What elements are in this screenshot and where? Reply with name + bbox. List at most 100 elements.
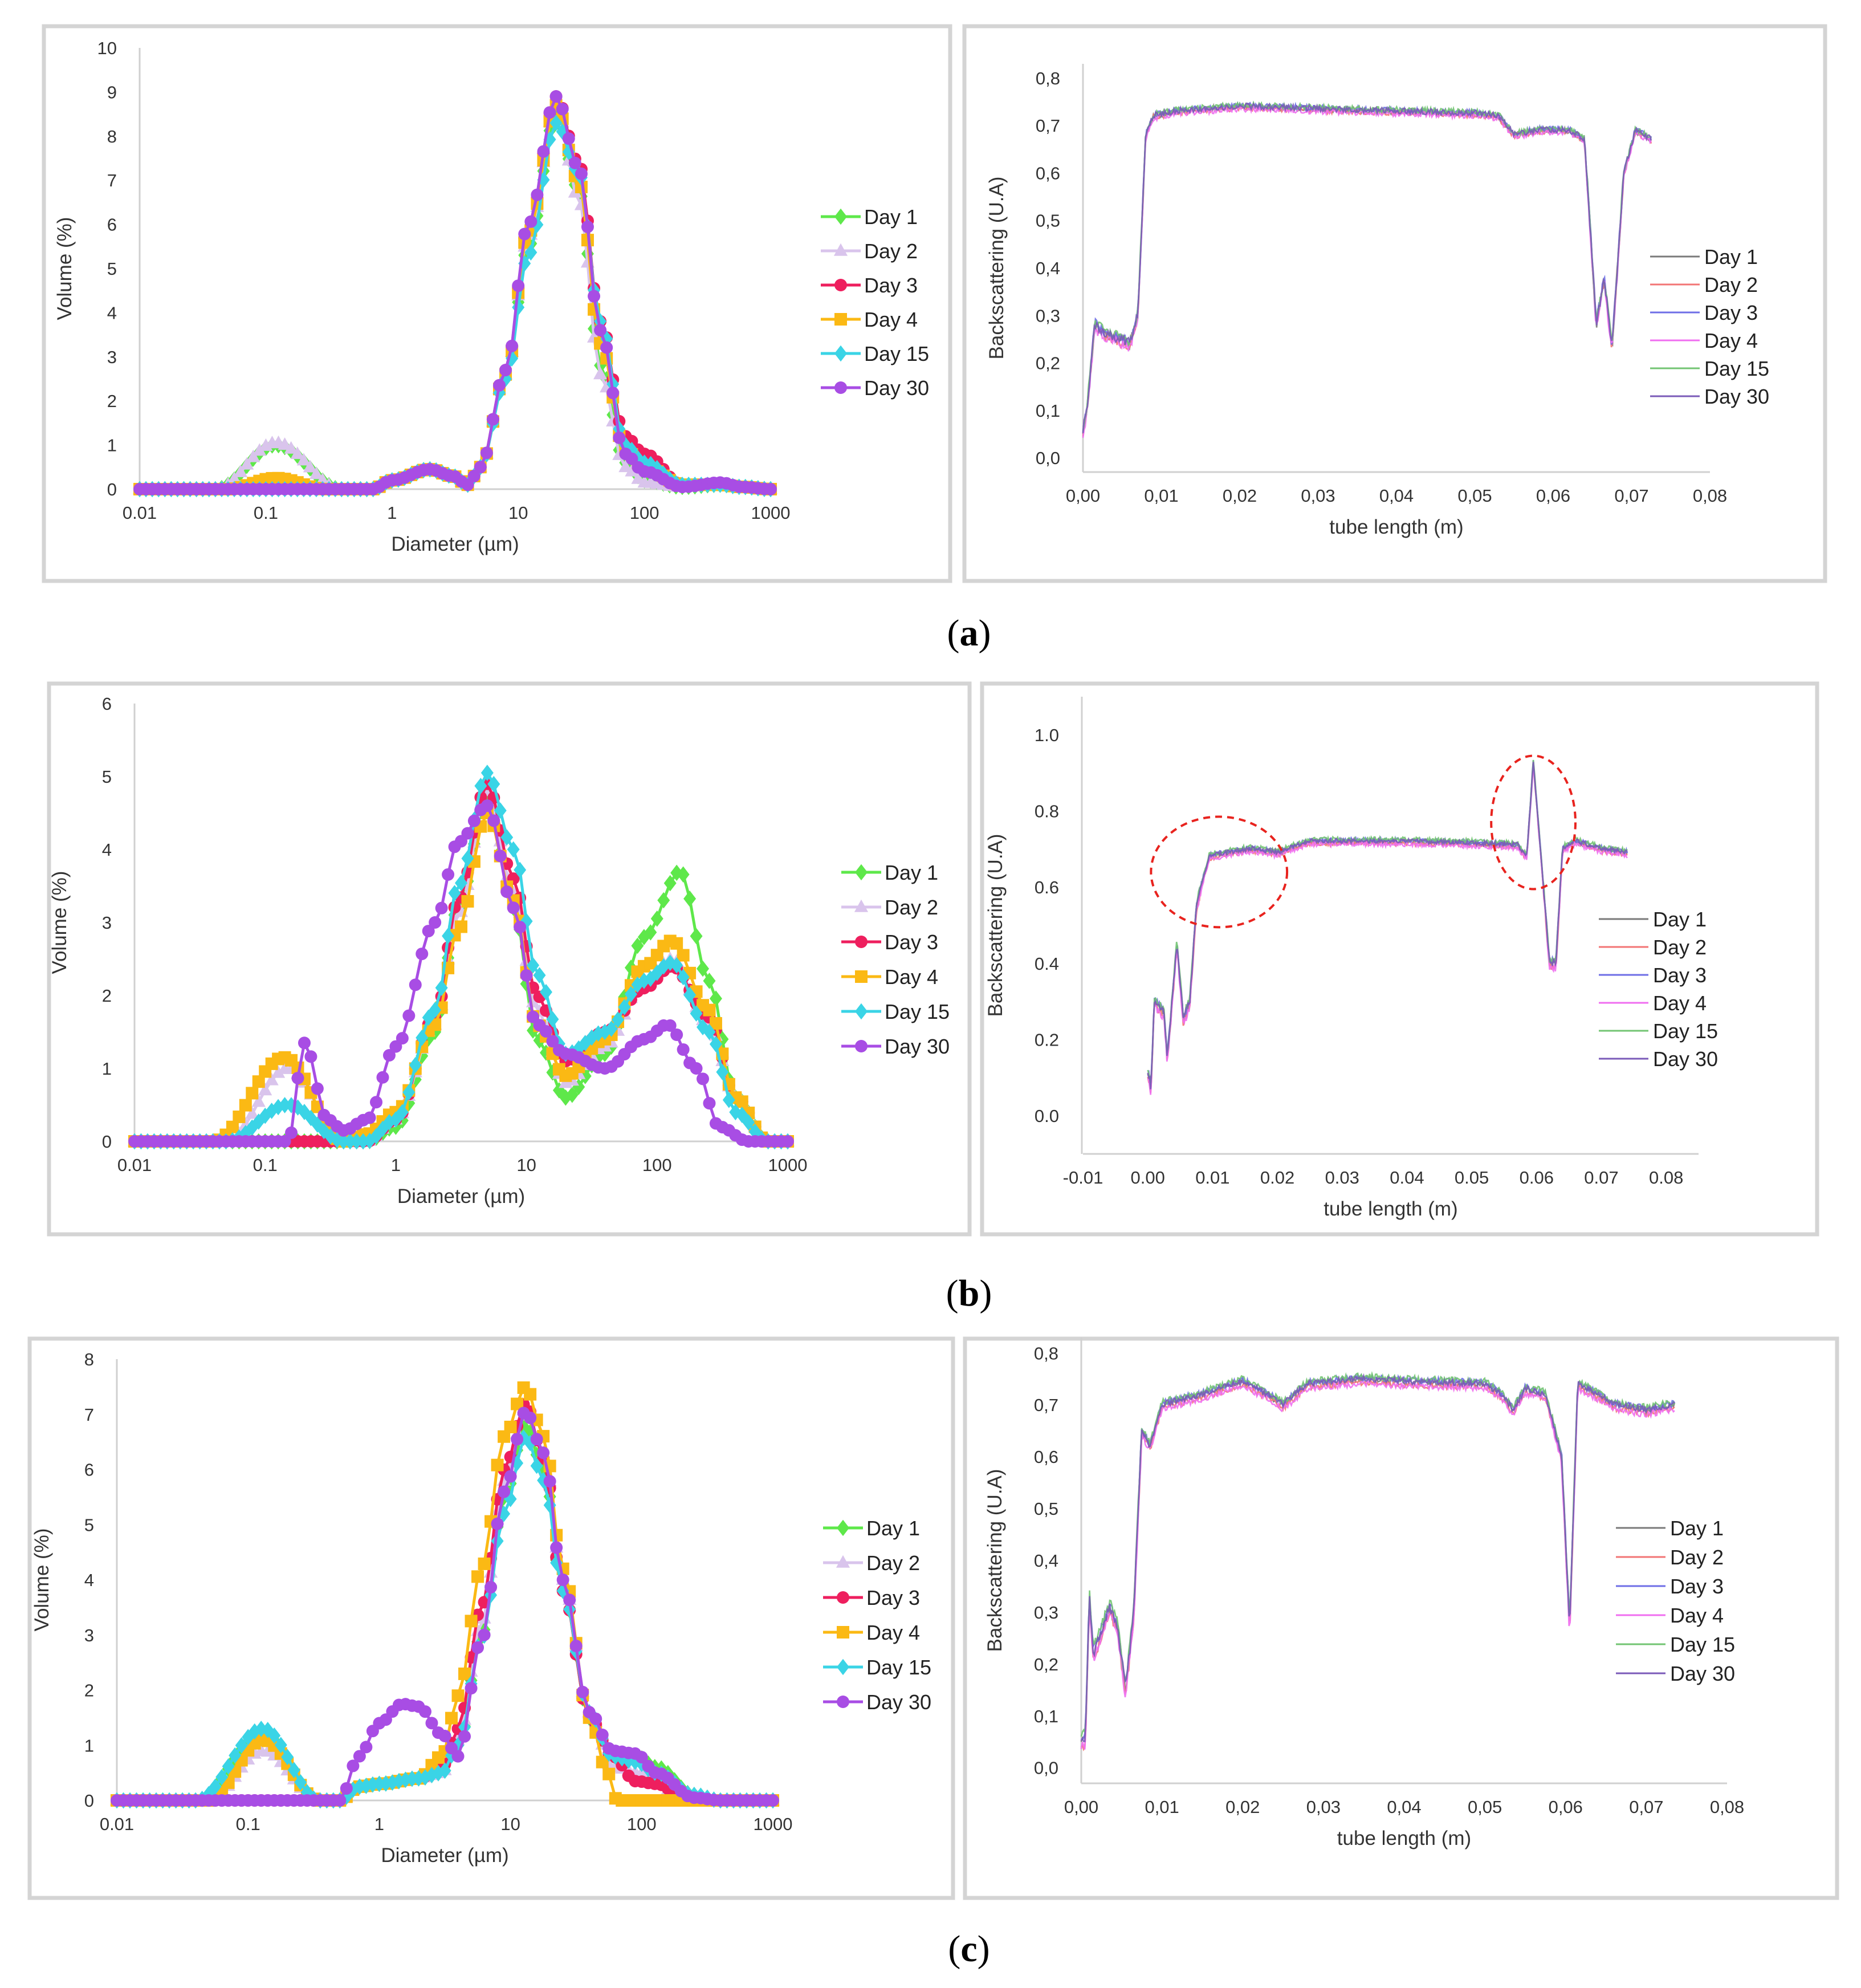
chart-c-right-y-tick-label: 0,5 <box>1034 1499 1058 1519</box>
chart-c-left-data-point <box>405 1770 418 1787</box>
chart-c-left-data-point <box>451 1750 465 1763</box>
chart-c-left-data-point <box>524 1411 537 1424</box>
chart-b-left-data-point <box>644 924 657 941</box>
panel-b-right-frame <box>980 681 1819 1237</box>
chart-b-right-series-day-30 <box>1147 762 1628 1089</box>
chart-b-left-data-point <box>480 799 494 812</box>
chart-a-left-data-point <box>618 460 633 473</box>
chart-b-left-legend-marker <box>855 936 868 948</box>
panel-c-right-frame <box>963 1336 1839 1900</box>
chart-b-left-data-point <box>239 1099 252 1112</box>
chart-c-right-legend-label: Day 1 <box>1670 1517 1724 1540</box>
chart-b-left-data-point <box>683 891 697 907</box>
chart-a-right-x-axis-title: tube length (m) <box>1329 516 1463 538</box>
chart-c-left-data-point <box>281 1749 294 1766</box>
chart-b-left-data-point <box>500 885 514 899</box>
chart-a-left-data-point <box>600 330 613 347</box>
chart-b-left-data-point <box>337 1133 350 1150</box>
chart-b-left-data-point <box>402 1084 416 1101</box>
chart-b-right-x-tick-label: 0.05 <box>1455 1168 1489 1188</box>
chart-c-left-x-tick-label: 0.1 <box>236 1814 260 1834</box>
chart-c-right-x-tick-label: 0,01 <box>1145 1797 1179 1817</box>
panel-a-left-frame <box>42 24 952 583</box>
chart-b-left-data-point <box>539 983 552 1001</box>
chart-a-left-y-tick-label: 8 <box>107 127 117 147</box>
chart-b-left-x-tick-label: 1000 <box>768 1155 808 1175</box>
chart-c-left-data-point <box>498 1505 511 1522</box>
chart-c-left-data-point <box>517 1418 530 1435</box>
chart-b-right-legend: Day 1 Day 2 Day 3 Day 4 Day 15 Day 30 <box>1599 908 1718 1071</box>
chart-b-left-data-point <box>416 1029 429 1046</box>
chart-a-left-legend-label: Day 2 <box>864 239 918 263</box>
chart-a-left-data-point <box>600 341 613 354</box>
chart-a-left-data-point <box>492 379 506 392</box>
chart-c-left-data-point <box>366 1776 379 1793</box>
chart-a-right-legend: Day 1 Day 2 Day 3 Day 4 Day 15 Day 30 <box>1650 245 1769 408</box>
chart-c-left-data-point <box>215 1769 229 1786</box>
chart-c-left-data-point <box>491 1532 504 1550</box>
chart-b-left-y-tick-label: 5 <box>102 767 112 787</box>
chart-a-left-x-tick-label: 1 <box>387 503 397 523</box>
chart-c-right-y-tick-label: 0,2 <box>1034 1654 1058 1674</box>
chart-c-left-x-tick-label: 0.01 <box>100 1814 134 1834</box>
chart-c-left-data-point <box>465 1682 478 1695</box>
chart-a-left-data-point <box>543 106 556 119</box>
chart-a-left-data-point <box>594 313 607 330</box>
chart-b-left-data-point <box>677 969 690 986</box>
chart-b-left-data-point <box>429 916 442 929</box>
chart-c-left-data-point <box>767 1794 779 1807</box>
chart-c-left-data-point <box>498 1430 511 1443</box>
chart-c-left-legend-label: Day 1 <box>866 1517 920 1540</box>
chart-a-left-data-point <box>253 443 267 456</box>
caption-c-close-paren: ) <box>978 1928 990 1970</box>
chart-b-left-x-tick-label: 100 <box>642 1155 672 1175</box>
chart-b-right-highlight-ellipse <box>1490 754 1577 891</box>
chart-c-left-data-point <box>471 1570 484 1583</box>
chart-c-right-x-tick-label: 0,02 <box>1225 1797 1260 1817</box>
chart-c-left-data-point <box>360 1778 373 1794</box>
chart-b-left-legend-marker <box>855 970 868 983</box>
chart-c-left-data-point <box>556 1574 569 1587</box>
chart-c-left-data-point <box>635 1751 648 1764</box>
chart-a-right-y-tick-label: 0,6 <box>1036 163 1060 183</box>
chart-a-right-legend-label: Day 3 <box>1704 301 1758 324</box>
caption-b-open-paren: ( <box>946 1273 959 1314</box>
caption-b-letter: b <box>959 1273 980 1314</box>
caption-a-letter: a <box>960 612 979 654</box>
chart-c-left-y-axis-title: Volume (%) <box>31 1528 53 1632</box>
chart-a-left-legend-marker <box>834 381 847 394</box>
chart-b-left-legend-marker <box>854 899 869 912</box>
chart-c-left-legend-marker <box>837 1626 849 1639</box>
chart-c-right-x-tick-label: 0,08 <box>1710 1797 1744 1817</box>
chart-c-left-data-point <box>602 1767 616 1780</box>
chart-c-left-legend-label: Day 30 <box>866 1690 931 1714</box>
chart-c-right-x-tick-label: 0,03 <box>1306 1797 1341 1817</box>
chart-c-left-data-point <box>596 1729 609 1742</box>
chart-c-left-data-point <box>504 1470 517 1483</box>
chart-b-left-legend-marker <box>855 864 868 881</box>
chart-b-left-legend-marker <box>855 1003 868 1020</box>
chart-c-left-data-point <box>511 1433 524 1446</box>
chart-c-left-data-point <box>471 1641 484 1654</box>
chart-a-left-data-point <box>594 324 607 337</box>
chart-b-left-x-tick-label: 1 <box>391 1155 401 1175</box>
chart-b-left-data-point <box>735 1095 748 1108</box>
chart-a-left-data-point <box>524 215 537 228</box>
chart-b-left-data-point <box>429 1002 442 1018</box>
chart-b-left-data-point <box>382 1048 396 1062</box>
chart-b-right-legend-label: Day 30 <box>1653 1047 1718 1071</box>
chart-b-left-y-axis-title: Volume (%) <box>48 871 71 974</box>
chart-c-left-data-point <box>478 1628 491 1641</box>
chart-c-right-y-tick-label: 0,6 <box>1034 1447 1058 1467</box>
chart-b-left-y-tick-label: 4 <box>102 840 112 860</box>
chart-b-right-legend-label: Day 2 <box>1653 936 1707 959</box>
chart-b-left-data-point <box>526 994 540 1007</box>
chart-b-left-data-point <box>612 1011 625 1028</box>
chart-c-left-data-point <box>451 1737 465 1754</box>
chart-c-right-series-day-30 <box>1080 1373 1675 1743</box>
chart-c-left-data-point <box>569 1640 583 1653</box>
chart-c-right-y-tick-label: 0,3 <box>1034 1603 1058 1623</box>
caption-c: (c) <box>948 1928 989 1970</box>
chart-a-left-data-point <box>518 227 531 241</box>
chart-b-left-data-point <box>507 841 520 858</box>
